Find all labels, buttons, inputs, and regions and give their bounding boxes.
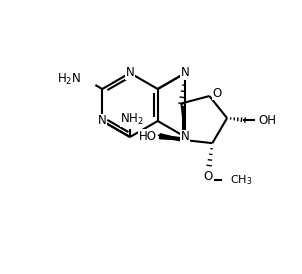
Text: N: N xyxy=(181,67,190,79)
Polygon shape xyxy=(158,135,186,142)
Text: OH: OH xyxy=(258,114,276,127)
Text: N: N xyxy=(98,115,107,127)
Text: N: N xyxy=(181,130,190,144)
Text: NH$_2$: NH$_2$ xyxy=(120,112,144,127)
Text: N: N xyxy=(126,67,134,79)
Text: HO: HO xyxy=(139,130,157,143)
Polygon shape xyxy=(159,134,186,140)
Text: CH$_3$: CH$_3$ xyxy=(230,173,253,187)
Text: O: O xyxy=(204,170,213,183)
Text: H$_2$N: H$_2$N xyxy=(57,72,81,87)
Text: O: O xyxy=(213,87,222,99)
